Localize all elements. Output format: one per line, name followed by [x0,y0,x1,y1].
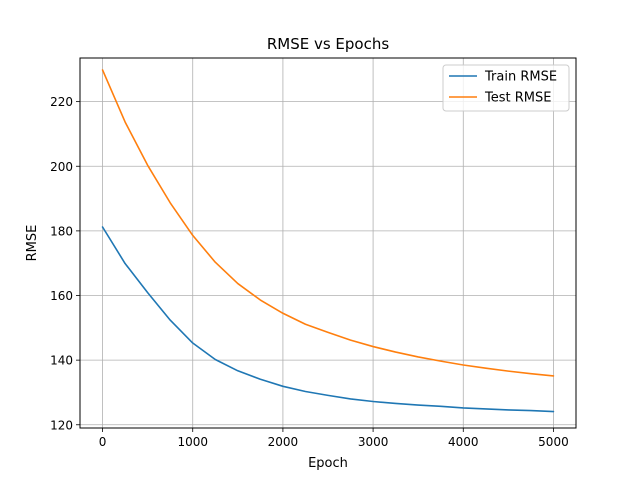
legend-label-train: Train RMSE [484,70,557,85]
x-tick-label: 3000 [358,435,389,449]
legend: Train RMSE Test RMSE [442,64,570,112]
x-tick-label: 1000 [177,435,208,449]
y-tick-label: 120 [50,418,73,432]
y-axis-label: RMSE [25,225,40,262]
train-rmse-line [101,226,555,413]
chart-title: RMSE vs Epochs [267,35,390,53]
y-tick-label: 180 [50,224,73,238]
x-axis-label: Epoch [308,456,348,471]
y-tick-label: 160 [50,289,73,303]
grid-layer [80,58,576,428]
legend-label-test: Test RMSE [484,91,551,106]
test-rmse-line [101,69,555,377]
ticks-layer: 0 1000 2000 3000 4000 5000 120 140 160 180 200 220 [50,95,569,449]
plot-area-frame [79,57,577,429]
x-tick-label: 5000 [538,435,569,449]
y-tick-label: 220 [50,95,73,109]
y-tick-label: 140 [50,354,73,368]
x-tick-label: 0 [99,435,107,449]
x-tick-label: 4000 [448,435,479,449]
x-tick-label: 2000 [268,435,299,449]
series-layer [101,69,555,413]
y-tick-label: 200 [50,160,73,174]
